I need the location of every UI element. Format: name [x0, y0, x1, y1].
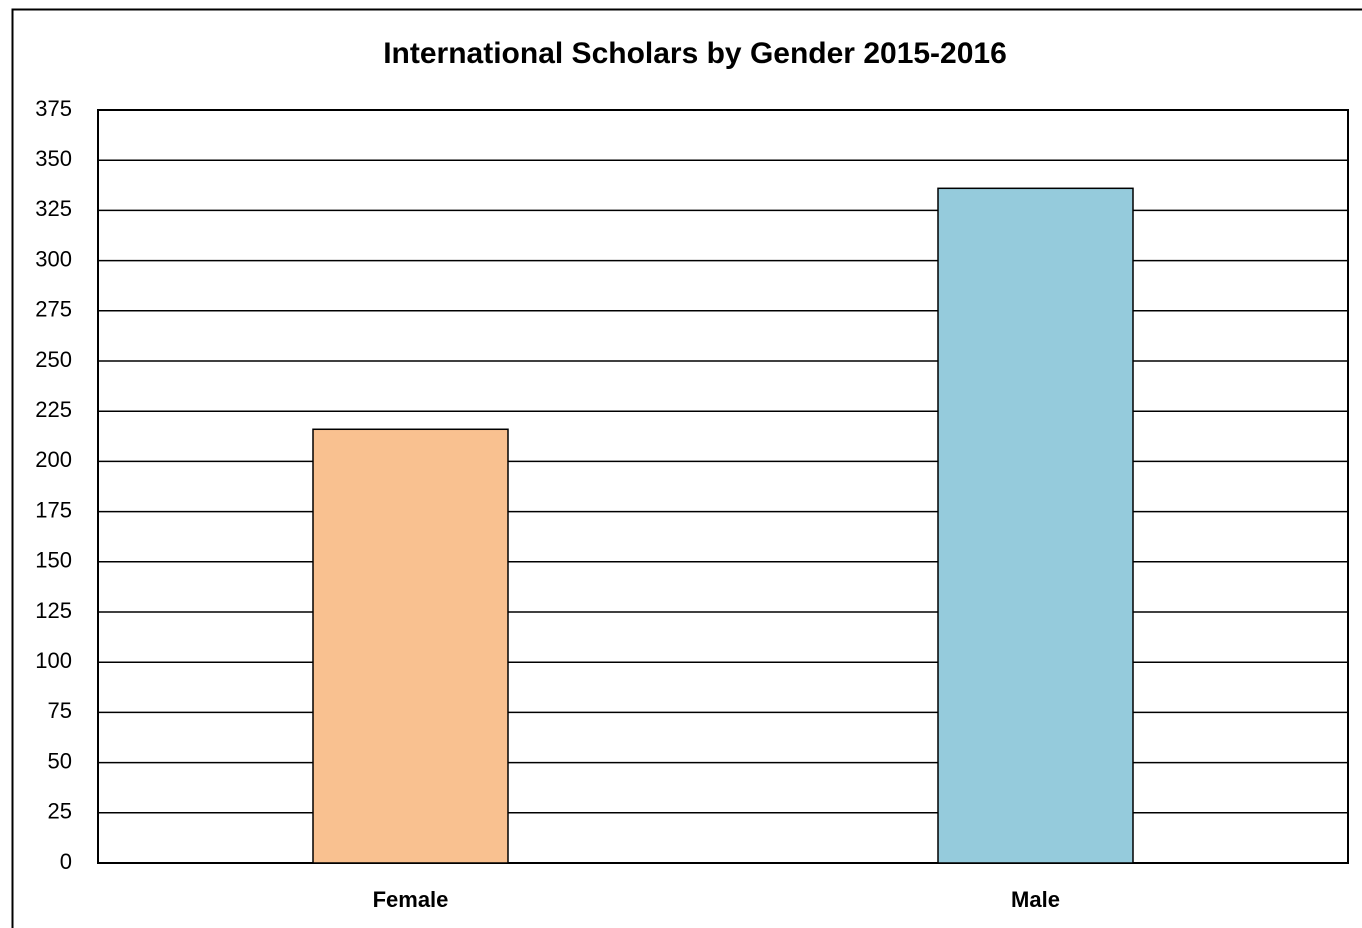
y-tick-label: 225	[35, 397, 72, 422]
y-tick-label: 250	[35, 347, 72, 372]
y-tick-label: 100	[35, 648, 72, 673]
y-tick-label: 0	[60, 849, 72, 874]
y-tick-label: 75	[48, 698, 72, 723]
y-tick-label: 350	[35, 146, 72, 171]
y-tick-label: 325	[35, 196, 72, 221]
x-tick-label: Female	[373, 887, 449, 912]
y-tick-label: 125	[35, 598, 72, 623]
x-tick-label: Male	[1011, 887, 1060, 912]
chart-title: International Scholars by Gender 2015-20…	[383, 37, 1007, 70]
bar	[937, 187, 1134, 864]
bar	[312, 428, 509, 864]
y-tick-label: 50	[48, 748, 72, 773]
y-tick-label: 175	[35, 497, 72, 522]
y-tick-label: 375	[35, 96, 72, 121]
chart-border	[11, 8, 1362, 928]
y-tick-label: 25	[48, 799, 72, 824]
y-tick-label: 300	[35, 246, 72, 271]
plot-frame	[97, 109, 1349, 864]
y-tick-label: 275	[35, 297, 72, 322]
y-tick-label: 150	[35, 548, 72, 573]
y-tick-label: 200	[35, 447, 72, 472]
